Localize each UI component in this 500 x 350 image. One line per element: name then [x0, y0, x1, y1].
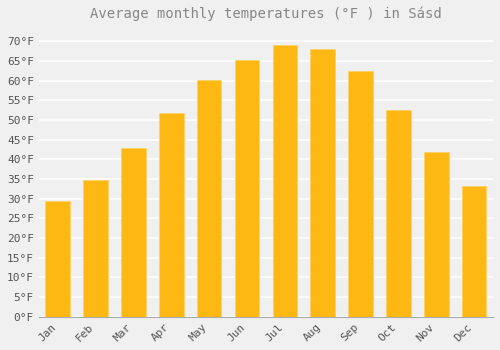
Bar — [159, 113, 184, 317]
Bar — [348, 71, 373, 317]
Bar — [197, 79, 222, 317]
Bar — [424, 152, 448, 317]
Bar — [84, 180, 108, 317]
Bar — [386, 110, 410, 317]
Bar — [310, 49, 335, 317]
Title: Average monthly temperatures (°F ) in Sásd: Average monthly temperatures (°F ) in Sá… — [90, 7, 442, 21]
Bar — [121, 148, 146, 317]
Bar — [462, 186, 486, 317]
Bar — [234, 60, 260, 317]
Bar — [46, 201, 70, 317]
Bar — [272, 45, 297, 317]
